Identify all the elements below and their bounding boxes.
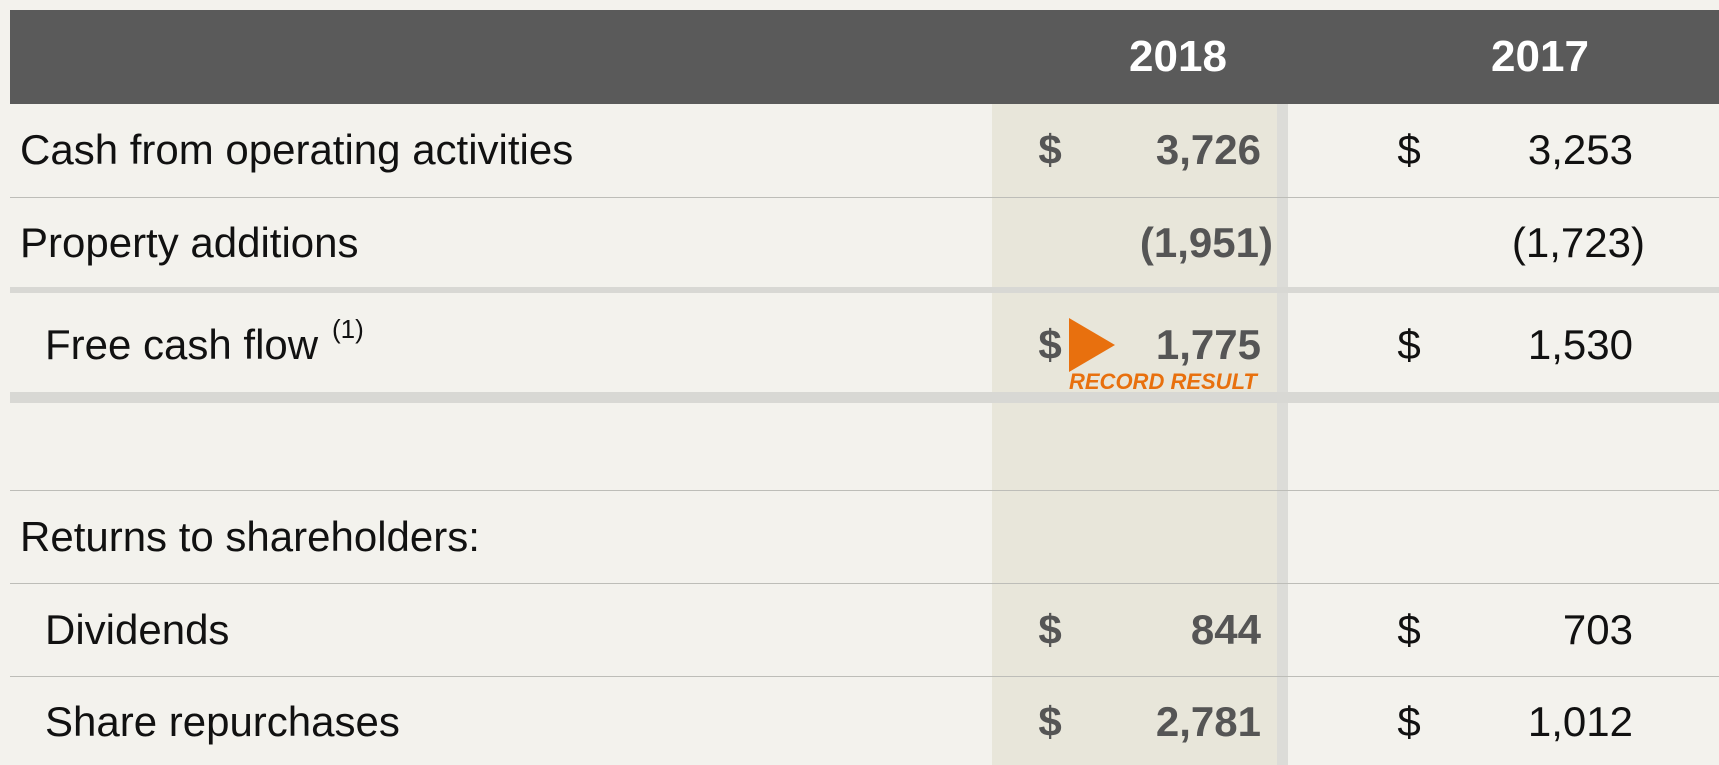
currency: $ bbox=[1038, 126, 1062, 173]
amount: 3,253 bbox=[1527, 126, 1633, 173]
amount: 1,012 bbox=[1527, 698, 1633, 745]
column-divider bbox=[1277, 104, 1288, 765]
row-divider bbox=[10, 197, 1719, 198]
amount: 1,530 bbox=[1527, 321, 1633, 368]
footnote: (1) bbox=[332, 314, 364, 344]
currency: $ bbox=[1397, 321, 1421, 368]
record-arrow bbox=[1069, 318, 1115, 372]
record-label: RECORD RESULT bbox=[1069, 369, 1257, 394]
amount: 2,781 bbox=[1155, 698, 1261, 745]
amount: 3,726 bbox=[1155, 126, 1261, 173]
row-divider bbox=[10, 392, 1719, 403]
currency: $ bbox=[1397, 606, 1421, 653]
row-label: Dividends bbox=[45, 606, 230, 653]
row-divider bbox=[10, 583, 1719, 584]
highlight-column bbox=[992, 104, 1277, 765]
amount: 703 bbox=[1562, 606, 1633, 653]
arrow-shape bbox=[1069, 318, 1115, 372]
row-label: Property additions bbox=[20, 219, 359, 266]
currency: $ bbox=[1397, 698, 1421, 745]
currency: $ bbox=[1038, 606, 1062, 653]
row-divider bbox=[10, 490, 1719, 491]
column-header: 2018 bbox=[1129, 32, 1227, 81]
row-divider bbox=[10, 287, 1719, 293]
currency: $ bbox=[1038, 321, 1062, 368]
column-header: 2017 bbox=[1491, 32, 1589, 81]
row-label: Share repurchases bbox=[45, 698, 400, 745]
header-bar bbox=[10, 10, 1719, 104]
row-divider bbox=[10, 676, 1719, 677]
amount: (1,723) bbox=[1511, 219, 1645, 266]
row-label: Cash from operating activities bbox=[20, 126, 574, 173]
row-label: Free cash flow bbox=[45, 321, 319, 368]
row-label: Returns to shareholders: bbox=[20, 513, 480, 560]
currency: $ bbox=[1397, 126, 1421, 173]
amount: (1,951) bbox=[1139, 219, 1273, 266]
amount: 844 bbox=[1190, 606, 1261, 653]
currency: $ bbox=[1038, 698, 1062, 745]
amount: 1,775 bbox=[1155, 321, 1261, 368]
